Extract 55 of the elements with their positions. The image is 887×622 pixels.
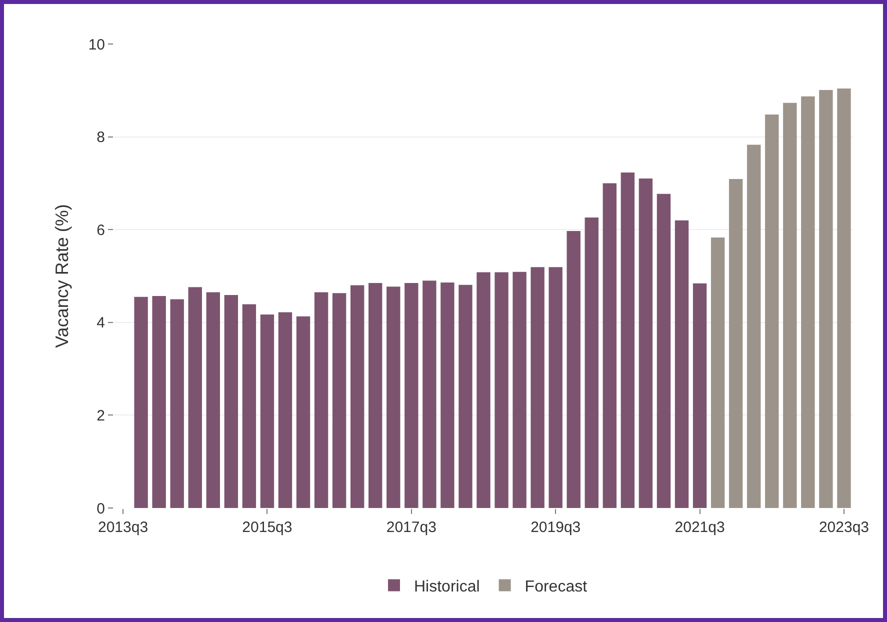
bar [512, 272, 526, 508]
bar [584, 218, 598, 508]
x-tick-label: 2015q3 [242, 519, 292, 536]
x-tick-label: 2021q3 [674, 519, 725, 536]
bar [152, 296, 166, 508]
bar [440, 282, 454, 508]
y-tick-label: 10 [88, 36, 105, 54]
bar [747, 144, 761, 508]
bar [494, 272, 508, 508]
bar [242, 304, 256, 508]
y-tick-label: 8 [96, 129, 105, 146]
bar [674, 220, 689, 508]
bar [819, 90, 833, 508]
x-tick-label: 2019q3 [530, 519, 581, 536]
bar [548, 267, 562, 508]
y-tick-label: 2 [96, 407, 105, 424]
y-tick-label: 0 [96, 500, 105, 518]
bar [602, 183, 617, 508]
bar [296, 316, 310, 508]
bar [134, 296, 148, 508]
bar [188, 287, 202, 508]
bar [566, 230, 580, 508]
bar [801, 96, 815, 508]
bar [638, 178, 653, 508]
bar [728, 179, 743, 508]
bar [656, 194, 671, 508]
y-tick-label: 6 [96, 222, 105, 239]
x-tick-label: 2017q3 [386, 519, 436, 536]
bar [692, 283, 707, 508]
bar [386, 286, 400, 508]
bar [422, 280, 436, 508]
bar [368, 282, 382, 508]
legend-label: Historical [414, 578, 480, 596]
bar [170, 299, 184, 508]
bar [350, 285, 364, 508]
bar [765, 114, 779, 508]
x-tick-label: 2023q3 [818, 519, 870, 536]
bar [206, 292, 220, 508]
y-tick-label: 4 [96, 314, 105, 332]
bar [530, 267, 544, 508]
bar [476, 272, 490, 508]
bar [260, 314, 274, 508]
bar [783, 102, 797, 508]
bar [837, 88, 851, 508]
x-tick-label: 2013q3 [98, 519, 148, 536]
bar [332, 293, 346, 508]
bar [278, 312, 292, 508]
bar [458, 284, 472, 508]
legend-label: Forecast [524, 578, 588, 596]
bar [314, 292, 328, 508]
bar [620, 172, 635, 508]
y-axis-title: Vacancy Rate (%) [52, 204, 72, 348]
bar [224, 295, 238, 508]
bar [404, 282, 418, 508]
bar [710, 237, 725, 508]
